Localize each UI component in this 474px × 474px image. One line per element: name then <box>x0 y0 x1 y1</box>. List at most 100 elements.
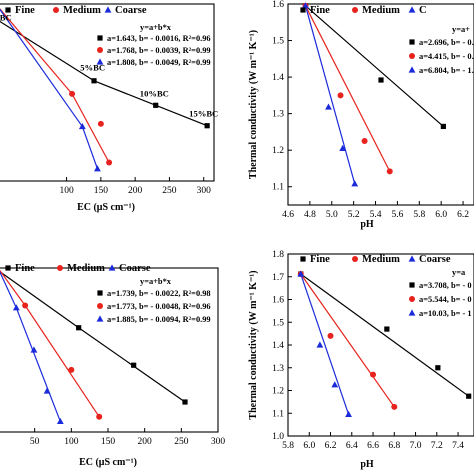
legend-label: Fine <box>15 263 35 274</box>
legend-label: Fine <box>310 5 330 16</box>
legend-label: Coarse <box>115 5 147 16</box>
fit-equation-label: a=2.696, b= - 0. <box>419 38 474 47</box>
data-point-coarse <box>351 180 359 187</box>
x-tick-label: 300 <box>197 186 212 196</box>
legend-marker-coarse <box>408 255 416 262</box>
y-tick-label: 1.6 <box>272 0 284 10</box>
data-point-medium <box>386 168 393 175</box>
y-axis-label: Thermal conductivity (W m⁻¹ K⁻¹) <box>248 270 259 419</box>
legend-marker-fine <box>5 7 11 13</box>
legend-label: C <box>419 5 427 16</box>
data-point-medium <box>68 366 75 373</box>
data-point-fine <box>153 102 159 108</box>
fit-legend-marker <box>409 296 415 302</box>
x-tick-label: 50 <box>30 437 40 447</box>
x-tick-label: 5.4 <box>370 210 382 220</box>
data-point-coarse <box>56 417 64 425</box>
data-point-coarse <box>94 165 101 172</box>
fit-legend-marker <box>409 282 415 288</box>
y-tick-label: 1.5 <box>272 318 284 328</box>
data-point-fine <box>131 362 137 368</box>
fit-line-medium <box>24 305 100 418</box>
data-point-coarse <box>316 341 324 348</box>
x-tick-label: 6.4 <box>346 441 358 451</box>
fit-line-coarse <box>15 307 61 422</box>
legend-marker-fine <box>5 265 11 271</box>
x-tick-label: 100 <box>59 186 74 196</box>
y-axis-label: Thermal conductivity (W m⁻¹ K⁻¹) <box>248 30 259 179</box>
data-point-coarse <box>302 2 309 9</box>
fit-line-coarse-extension <box>0 8 83 127</box>
data-point-coarse <box>339 144 347 151</box>
x-tick-label: 6.0 <box>435 210 447 220</box>
fit-legend-marker <box>96 315 104 322</box>
point-annotation: %BC <box>0 12 12 22</box>
fit-equation-label: a=1.739, b= - 0.0022, R²=0.98 <box>107 289 211 298</box>
data-point-fine <box>384 326 390 332</box>
fit-equation-label: a=3.708, b= - 0 <box>419 281 472 290</box>
x-tick-label: 4.6 <box>282 210 294 220</box>
data-point-medium <box>327 332 334 339</box>
fit-line-coarse <box>300 273 350 415</box>
data-point-fine <box>378 77 384 83</box>
y-tick-label: 1.5 <box>272 37 284 47</box>
fit-equation-label: a=1.768, b= - 0.0039, R²=0.99 <box>107 46 211 55</box>
y-tick-label: 1.1 <box>272 409 284 419</box>
x-axis-label: EC (μS cm⁻¹) <box>79 457 137 468</box>
data-point-coarse <box>331 381 339 388</box>
data-point-medium <box>69 90 76 97</box>
fit-line-fine-extension <box>0 271 80 329</box>
x-tick-label: 150 <box>101 437 116 447</box>
fit-equation-label: a=1.773, b= - 0.0048, R²=0.96 <box>107 302 211 311</box>
legend-label: Medium <box>362 5 400 16</box>
y-tick-label: 1.2 <box>272 146 284 156</box>
fit-legend-marker <box>97 47 103 53</box>
plot-frame <box>0 3 215 182</box>
fit-line-coarse <box>304 5 356 184</box>
fit-equation-label: a=1.808, b= - 0.0049, R²=0.99 <box>107 58 211 67</box>
legend-marker-coarse <box>108 264 116 271</box>
legend-marker-medium <box>53 7 59 13</box>
fit-line-fine <box>305 5 444 127</box>
y-tick-label: 1.3 <box>272 364 284 374</box>
legend-label: Medium <box>67 263 105 274</box>
x-tick-label: 5.8 <box>282 441 294 451</box>
data-point-medium <box>96 413 103 420</box>
x-tick-label: 5.2 <box>348 210 360 220</box>
data-point-fine <box>466 393 472 399</box>
fit-line-coarse-extension <box>0 270 17 309</box>
data-point-coarse <box>43 387 51 394</box>
fit-legend-marker <box>409 39 415 45</box>
fit-line-medium-extension <box>0 269 26 306</box>
data-point-coarse <box>297 270 305 277</box>
chart-panel-bottom-right: 5.8 6.0 6.2 6.4 6.6 6.8 7.0 7.2 7.4 1.0 1.1 1.2 1.3 1… <box>248 250 474 470</box>
x-axis-label: EC (μS cm⁻¹) <box>77 202 135 213</box>
fit-line-medium <box>304 5 391 172</box>
legend-marker-coarse <box>104 6 112 13</box>
fit-line-medium-extension <box>0 8 73 95</box>
legend-label: Medium <box>63 5 101 16</box>
y-tick-label: 1.7 <box>272 273 284 283</box>
data-point-fine <box>182 399 188 405</box>
x-tick-label: 200 <box>138 437 153 447</box>
plot-frame <box>287 3 474 206</box>
x-tick-label: 100 <box>64 437 79 447</box>
y-tick-label: 1.0 <box>272 432 284 442</box>
legend-marker-fine <box>300 256 306 262</box>
legend-marker-fine <box>300 7 306 13</box>
chart-panel-top-right: 4.6 4.8 5.0 5.2 5.4 5.6 5.8 6.0 6.2 1.1 1.2 1.3 1.4 1… <box>248 0 474 230</box>
x-tick-label: 5.8 <box>413 210 425 220</box>
fit-equation-title: y=a+ <box>452 25 470 34</box>
legend-marker-medium <box>57 265 63 271</box>
data-point-medium <box>97 120 104 127</box>
fit-line-medium <box>71 93 110 163</box>
data-point-coarse <box>12 304 20 311</box>
fit-legend-marker <box>97 303 103 309</box>
fit-legend-marker <box>409 53 415 59</box>
legend-marker-medium <box>352 256 358 262</box>
fit-line-fine <box>300 273 470 397</box>
data-point-medium <box>337 92 344 99</box>
data-point-coarse <box>30 346 38 353</box>
data-point-coarse <box>345 410 352 417</box>
fit-legend-marker <box>97 290 103 296</box>
